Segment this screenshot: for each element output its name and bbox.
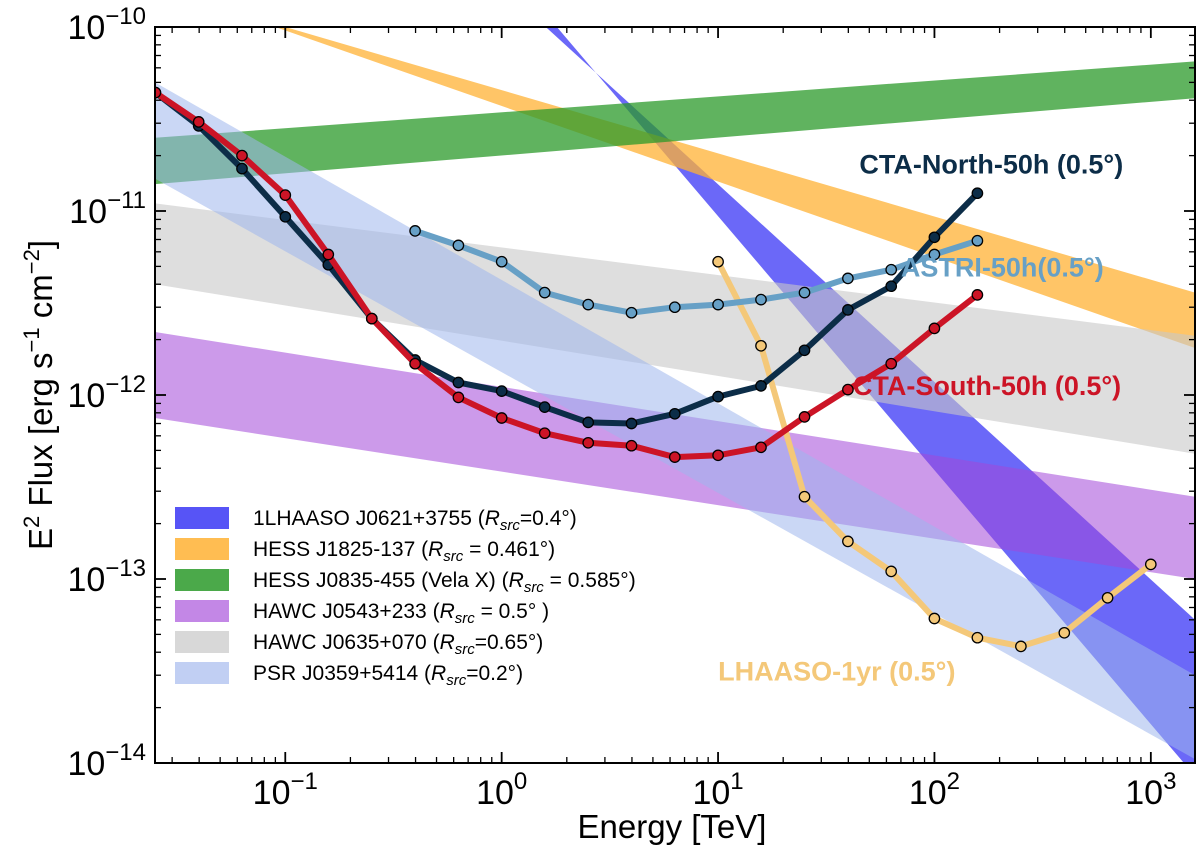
point-cta-south-50h-0-5	[452, 391, 465, 404]
point-lhaaso-1yr-0-5	[842, 535, 854, 548]
legend-entry: HAWC J0543+233 (Rsrc = 0.5° )	[253, 600, 549, 627]
y-tick-label: 10−10	[67, 3, 146, 47]
y-tick-label: 10−11	[69, 187, 146, 231]
point-cta-north-50h-0-5	[928, 231, 941, 244]
x-tick-label: 100	[476, 768, 527, 812]
point-lhaaso-1yr-0-5	[1144, 558, 1157, 571]
legend-swatch	[175, 507, 229, 529]
point-astri-50h-0-5	[538, 286, 551, 299]
point-astri-50h-0-5	[842, 272, 854, 285]
series-line-cta-south-50h-0-5	[155, 89, 981, 461]
point-cta-north-50h-0-5	[236, 162, 248, 175]
point-cta-south-50h-0-5	[885, 357, 898, 370]
point-astri-50h-0-5	[798, 286, 811, 299]
legend-entry: HESS J1825-137 (Rsrc = 0.461°)	[253, 538, 555, 565]
point-cta-south-50h-0-5	[712, 449, 724, 462]
point-cta-south-50h-0-5	[842, 383, 854, 396]
legend-entry: 1LHAASO J0621+3755 (Rsrc=0.4°)	[253, 507, 577, 534]
legend-swatch	[175, 631, 229, 653]
point-astri-50h-0-5	[885, 263, 898, 276]
point-cta-north-50h-0-5	[755, 380, 767, 392]
point-cta-south-50h-0-5	[279, 189, 292, 201]
point-lhaaso-1yr-0-5	[1058, 626, 1071, 639]
point-lhaaso-1yr-0-5	[885, 565, 898, 578]
point-cta-north-50h-0-5	[885, 280, 898, 293]
point-cta-south-50h-0-5	[495, 412, 508, 424]
point-cta-south-50h-0-5	[971, 289, 984, 301]
y-tick-label: 10−13	[67, 555, 146, 599]
point-cta-south-50h-0-5	[798, 411, 811, 423]
point-astri-50h-0-5	[582, 298, 595, 311]
point-cta-north-50h-0-5	[495, 385, 508, 397]
point-lhaaso-1yr-0-5	[928, 612, 941, 625]
point-astri-50h-0-5	[452, 239, 465, 252]
point-cta-south-50h-0-5	[409, 357, 421, 370]
point-astri-50h-0-5	[712, 298, 724, 311]
point-astri-50h-0-5	[755, 293, 767, 306]
point-cta-south-50h-0-5	[625, 439, 638, 452]
point-cta-north-50h-0-5	[798, 344, 811, 357]
legend-entry: PSR J0359+5414 (Rsrc=0.2°)	[253, 662, 523, 689]
point-astri-50h-0-5	[409, 225, 421, 237]
band-hess-j0835-455-vela-x-	[155, 61, 1195, 185]
point-cta-north-50h-0-5	[842, 304, 854, 316]
legend-swatch	[175, 538, 229, 560]
y-tick-label: 10−12	[67, 371, 146, 415]
x-axis-title: Energy [TeV]	[578, 808, 767, 845]
series-label-cta-south-50h-0-5: CTA-South-50h (0.5°)	[853, 371, 1121, 401]
point-lhaaso-1yr-0-5	[1015, 640, 1027, 653]
legend-swatch	[175, 600, 229, 622]
point-cta-north-50h-0-5	[582, 416, 595, 429]
legend-entry: HESS J0835-455 (Vela X) (Rsrc = 0.585°)	[253, 569, 636, 596]
point-cta-south-50h-0-5	[365, 312, 378, 325]
legend-entry: HAWC J0635+070 (Rsrc=0.65°)	[253, 631, 543, 658]
point-astri-50h-0-5	[668, 301, 681, 314]
series-line-cta-north-50h-0-5	[155, 89, 981, 427]
point-cta-north-50h-0-5	[279, 210, 292, 223]
point-lhaaso-1yr-0-5	[712, 255, 724, 268]
point-cta-south-50h-0-5	[322, 248, 335, 261]
point-cta-north-50h-0-5	[452, 376, 465, 389]
band-psr-j0359-5414	[155, 82, 1195, 760]
point-cta-south-50h-0-5	[668, 451, 681, 463]
point-lhaaso-1yr-0-5	[755, 339, 767, 352]
point-cta-north-50h-0-5	[971, 187, 984, 200]
point-cta-south-50h-0-5	[582, 436, 595, 449]
point-lhaaso-1yr-0-5	[1101, 591, 1114, 604]
point-astri-50h-0-5	[495, 255, 508, 268]
point-lhaaso-1yr-0-5	[971, 631, 984, 644]
legend-swatch	[175, 662, 229, 684]
series-label-lhaaso-1yr-0-5: LHAASO-1yr (0.5°)	[718, 657, 955, 687]
point-cta-south-50h-0-5	[538, 427, 551, 440]
x-tick-label: 10−1	[253, 768, 318, 812]
point-cta-north-50h-0-5	[625, 417, 638, 430]
point-cta-south-50h-0-5	[236, 149, 248, 162]
series-label-astri-50h-0-5: ASTRI-50h(0.5°)	[901, 253, 1104, 283]
point-cta-south-50h-0-5	[755, 441, 767, 454]
y-tick-label: 10−14	[67, 739, 146, 783]
x-tick-label: 101	[692, 768, 743, 812]
legend-swatch	[175, 569, 229, 591]
series-label-cta-north-50h-0-5: CTA-North-50h (0.5°)	[859, 149, 1123, 179]
x-tick-label: 102	[909, 768, 960, 812]
point-cta-north-50h-0-5	[538, 401, 551, 413]
point-cta-south-50h-0-5	[928, 322, 941, 335]
series-line-astri-50h-0-5	[412, 227, 981, 316]
point-lhaaso-1yr-0-5	[798, 490, 811, 503]
point-cta-south-50h-0-5	[192, 116, 205, 128]
point-cta-north-50h-0-5	[668, 407, 681, 420]
point-cta-north-50h-0-5	[712, 390, 724, 403]
x-tick-label: 103	[1125, 768, 1176, 812]
y-axis-title: E2 Flux [erg s−1 cm−2]	[19, 240, 59, 550]
point-astri-50h-0-5	[625, 306, 638, 319]
point-astri-50h-0-5	[971, 234, 984, 247]
point-astri-50h-0-5	[928, 248, 941, 261]
band-hess-j1825-137	[275, 27, 1195, 348]
